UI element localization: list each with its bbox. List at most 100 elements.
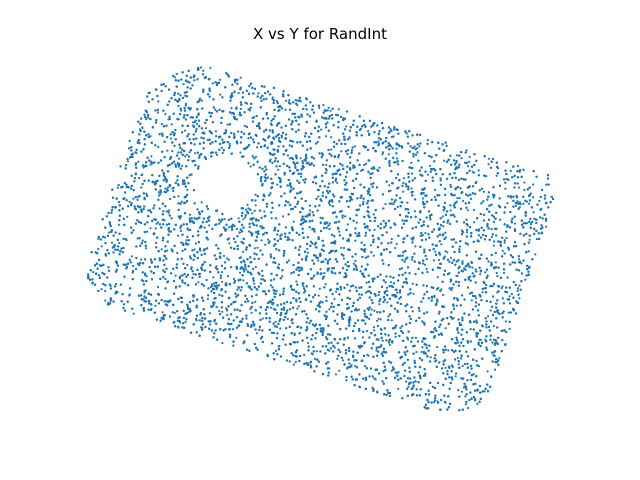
scatter-point [176, 251, 179, 255]
scatter-point [414, 336, 417, 339]
scatter-point [373, 228, 376, 231]
scatter-point [299, 157, 302, 160]
scatter-point [325, 163, 328, 166]
scatter-point [331, 193, 335, 196]
scatter-point [253, 282, 256, 285]
scatter-point [179, 109, 183, 112]
chart-title: X vs Y for RandInt [253, 25, 387, 43]
scatter-point [249, 165, 252, 168]
scatter-point [341, 359, 345, 362]
scatter-point [227, 226, 230, 229]
scatter-point [378, 166, 381, 169]
scatter-point [275, 100, 278, 103]
scatter-point [410, 172, 414, 175]
scatter-point [328, 308, 331, 311]
scatter-point [227, 275, 230, 278]
scatter-point [254, 204, 257, 207]
scatter-point [387, 315, 390, 318]
scatter-point [323, 272, 326, 275]
scatter-point [492, 244, 495, 247]
scatter-point [104, 236, 107, 239]
scatter-point [477, 365, 481, 368]
scatter-point [256, 146, 259, 149]
scatter-point [490, 235, 493, 239]
scatter-point [384, 203, 387, 206]
scatter-point [363, 163, 366, 167]
scatter-point [174, 274, 177, 277]
scatter-point [222, 254, 226, 257]
scatter-point [319, 268, 322, 271]
scatter-point [218, 310, 221, 313]
scatter-point [155, 222, 158, 225]
scatter-point [292, 220, 295, 223]
scatter-point [484, 271, 487, 274]
scatter-point [170, 137, 173, 140]
scatter-point [467, 406, 470, 410]
scatter-point [288, 308, 292, 311]
scatter-point [504, 320, 507, 323]
scatter-point [130, 255, 133, 258]
scatter-point [184, 155, 187, 158]
scatter-point [196, 122, 199, 126]
scatter-point [209, 66, 212, 69]
scatter-point [444, 366, 447, 369]
scatter-point [500, 287, 503, 290]
scatter-point [508, 295, 511, 298]
scatter-point [255, 155, 258, 158]
scatter-point [514, 204, 518, 207]
scatter-point [219, 78, 222, 81]
scatter-point [470, 299, 473, 302]
scatter-point [534, 253, 537, 256]
scatter-point [191, 121, 195, 124]
scatter-point [461, 364, 464, 368]
scatter-point [242, 250, 245, 253]
scatter-point [433, 196, 436, 199]
scatter-point [377, 317, 380, 320]
scatter-point [499, 218, 502, 221]
scatter-point [434, 250, 437, 253]
scatter-point [360, 169, 363, 172]
scatter-point [325, 295, 328, 299]
scatter-point [199, 66, 203, 69]
scatter-point [487, 157, 490, 160]
scatter-point [145, 275, 148, 278]
scatter-point [372, 254, 375, 257]
scatter-point [492, 324, 495, 328]
scatter-point [164, 187, 167, 190]
scatter-point [157, 100, 160, 103]
scatter-point [425, 258, 428, 261]
scatter-point [164, 112, 167, 116]
scatter-point [356, 309, 359, 312]
scatter-point [232, 344, 235, 347]
scatter-point [442, 293, 445, 297]
scatter-point [154, 227, 157, 230]
scatter-point [457, 363, 460, 366]
scatter-point [231, 328, 235, 331]
scatter-point [157, 145, 160, 149]
scatter-point [327, 106, 330, 109]
scatter-point [140, 186, 143, 189]
scatter-point [456, 197, 459, 200]
scatter-point [346, 149, 349, 152]
scatter-point [292, 363, 295, 366]
scatter-point [443, 159, 446, 162]
scatter-point [215, 153, 218, 156]
scatter-point [376, 319, 379, 322]
scatter-point [322, 104, 325, 107]
scatter-point [161, 311, 164, 314]
scatter-point [320, 128, 323, 131]
scatter-point [523, 181, 526, 184]
scatter-point [255, 332, 258, 335]
scatter-point [444, 327, 447, 330]
scatter-point [186, 188, 189, 191]
scatter-point [456, 356, 459, 360]
scatter-point [357, 308, 361, 311]
scatter-point [296, 104, 299, 107]
scatter-point [136, 237, 139, 240]
scatter-point [193, 152, 196, 155]
scatter-point [465, 231, 469, 234]
scatter-point [177, 92, 180, 95]
scatter-point [528, 202, 531, 205]
scatter-point [360, 265, 363, 268]
scatter-point [271, 96, 274, 99]
